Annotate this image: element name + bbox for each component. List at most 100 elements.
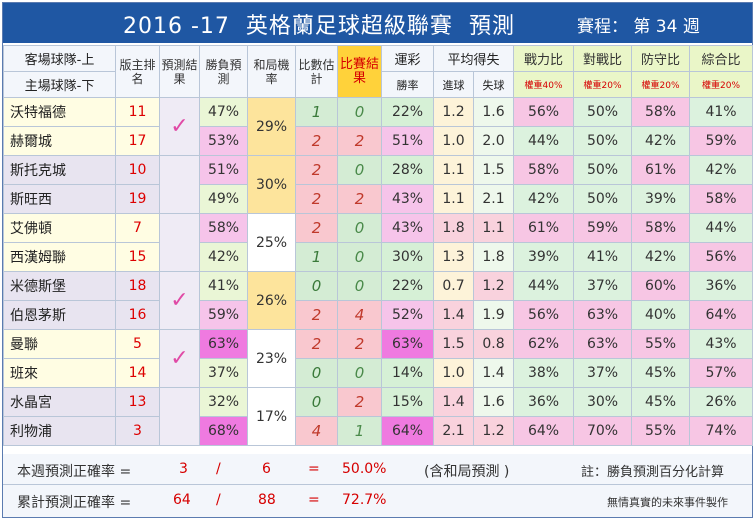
overall-ratio: 57% <box>689 358 754 388</box>
team-rank: 18 <box>115 271 160 301</box>
win-prediction: 49% <box>199 184 248 214</box>
avg-goals-against: 1.6 <box>472 387 515 417</box>
lottery-rate: 43% <box>381 184 434 214</box>
week-note: (含和局預測 ) <box>424 464 510 480</box>
avg-goals-for: 2.1 <box>433 416 474 446</box>
team-rank: 14 <box>115 358 160 388</box>
overall-ratio: 43% <box>689 329 754 359</box>
team-rank: 7 <box>115 213 160 243</box>
week-slash: / <box>216 461 221 477</box>
credit-text: 無情真實的未來事件製作 <box>607 496 728 509</box>
match-result: 0 <box>337 271 382 301</box>
avg-goals-against: 1.2 <box>472 416 515 446</box>
header-avg-against: 失球 <box>472 71 515 98</box>
team-rank: 10 <box>115 155 160 185</box>
table-row: 米德斯堡 18 ✓ 41% 26% 0 0 22% 0.7 1.2 44% 37% 60% 36% <box>3 271 754 330</box>
week-equals: = <box>308 461 320 477</box>
total-correct-count: 64 <box>173 492 191 508</box>
overall-ratio: 74% <box>689 416 754 446</box>
total-total-count: 88 <box>258 492 276 508</box>
team-rank: 3 <box>115 416 160 446</box>
calc-note: 註：勝負預測百分化計算 <box>581 465 725 480</box>
header-h2h-weight: 權重20% <box>573 71 633 98</box>
match-result: 2 <box>337 184 382 214</box>
lottery-rate: 52% <box>381 300 434 330</box>
avg-goals-against: 1.1 <box>472 213 515 243</box>
score-estimate: 1 <box>295 97 338 127</box>
team-name: 班來 <box>3 358 116 388</box>
defense-ratio: 40% <box>631 300 691 330</box>
match-result: 2 <box>337 126 382 156</box>
win-prediction: 53% <box>199 126 248 156</box>
score-estimate: 0 <box>295 387 338 417</box>
power-ratio: 56% <box>513 97 575 127</box>
power-ratio: 39% <box>513 242 575 272</box>
overall-ratio: 59% <box>689 126 754 156</box>
score-estimate: 2 <box>295 184 338 214</box>
avg-goals-against: 1.9 <box>472 300 515 330</box>
defense-ratio: 55% <box>631 329 691 359</box>
avg-goals-against: 1.5 <box>472 155 515 185</box>
avg-goals-against: 1.4 <box>472 358 515 388</box>
lottery-rate: 30% <box>381 242 434 272</box>
avg-goals-for: 1.1 <box>433 155 474 185</box>
lottery-rate: 51% <box>381 126 434 156</box>
header-avg: 平均得失 <box>432 45 515 72</box>
win-prediction: 68% <box>199 416 248 446</box>
win-prediction: 51% <box>199 155 248 185</box>
power-ratio: 44% <box>513 126 575 156</box>
match-result: 2 <box>337 387 382 417</box>
lottery-rate: 64% <box>381 416 434 446</box>
table-row: 利物浦 3 68% 4 1 64% 2.1 1.2 64% 70% 55% 74% <box>3 416 754 446</box>
team-rank: 16 <box>115 300 160 330</box>
header-lottery-sub: 勝率 <box>381 71 434 98</box>
defense-ratio: 42% <box>631 242 691 272</box>
team-rank: 15 <box>115 242 160 272</box>
week-accuracy-label: 本週預測正確率 = <box>17 464 132 480</box>
avg-goals-against: 1.2 <box>472 271 515 301</box>
header-match-result: 比賽結果 <box>337 45 382 98</box>
avg-goals-for: 1.4 <box>433 387 474 417</box>
avg-goals-for: 1.1 <box>433 184 474 214</box>
team-name: 西漢姆聯 <box>3 242 116 272</box>
power-ratio: 36% <box>513 387 575 417</box>
team-name: 斯托克城 <box>3 155 116 185</box>
match-result: 0 <box>337 97 382 127</box>
h2h-ratio: 50% <box>573 126 633 156</box>
team-name: 米德斯堡 <box>3 271 116 301</box>
h2h-ratio: 50% <box>573 184 633 214</box>
match-result: 0 <box>337 242 382 272</box>
week-accuracy-row: 本週預測正確率 = 3 / 6 = 50.0% (含和局預測 ) 註：勝負預測百… <box>3 454 752 485</box>
h2h-ratio: 63% <box>573 300 633 330</box>
defense-ratio: 61% <box>631 155 691 185</box>
table-row: 沃特福德 11 ✓ 47% 29% 1 0 22% 1.2 1.6 56% 50% 58% 41% <box>3 97 754 156</box>
overall-ratio: 41% <box>689 97 754 127</box>
h2h-ratio: 63% <box>573 329 633 359</box>
header-power: 戰力比 <box>513 45 575 72</box>
prediction-check-icon <box>159 155 200 214</box>
power-ratio: 62% <box>513 329 575 359</box>
header-power-weight: 權重40% <box>513 71 575 98</box>
h2h-ratio: 50% <box>573 155 633 185</box>
title-bar: 2016 -17 英格蘭足球超級聯賽 預測 賽程： 第 34 週 <box>3 3 752 43</box>
header-lottery: 運彩 <box>381 45 434 72</box>
week-total-count: 6 <box>262 461 271 477</box>
round-label: 賽程： 第 34 週 <box>577 17 700 37</box>
table-row: 伯恩茅斯 16 59% 2 4 52% 1.4 1.9 56% 63% 40% 64% <box>3 300 754 330</box>
table-row: 赫爾城 17 53% 2 2 51% 1.0 2.0 44% 50% 42% 59% <box>3 126 754 156</box>
team-name: 水晶宮 <box>3 387 116 417</box>
avg-goals-against: 1.6 <box>472 97 515 127</box>
win-prediction: 58% <box>199 213 248 243</box>
week-accuracy-rate: 50.0% <box>342 461 387 477</box>
power-ratio: 61% <box>513 213 575 243</box>
win-prediction: 42% <box>199 242 248 272</box>
defense-ratio: 55% <box>631 416 691 446</box>
avg-goals-for: 1.3 <box>433 242 474 272</box>
score-estimate: 2 <box>295 329 338 359</box>
defense-ratio: 39% <box>631 184 691 214</box>
header-draw-rate: 和局機率 <box>247 45 296 98</box>
overall-ratio: 56% <box>689 242 754 272</box>
team-rank: 13 <box>115 387 160 417</box>
team-rank: 17 <box>115 126 160 156</box>
team-rank: 19 <box>115 184 160 214</box>
